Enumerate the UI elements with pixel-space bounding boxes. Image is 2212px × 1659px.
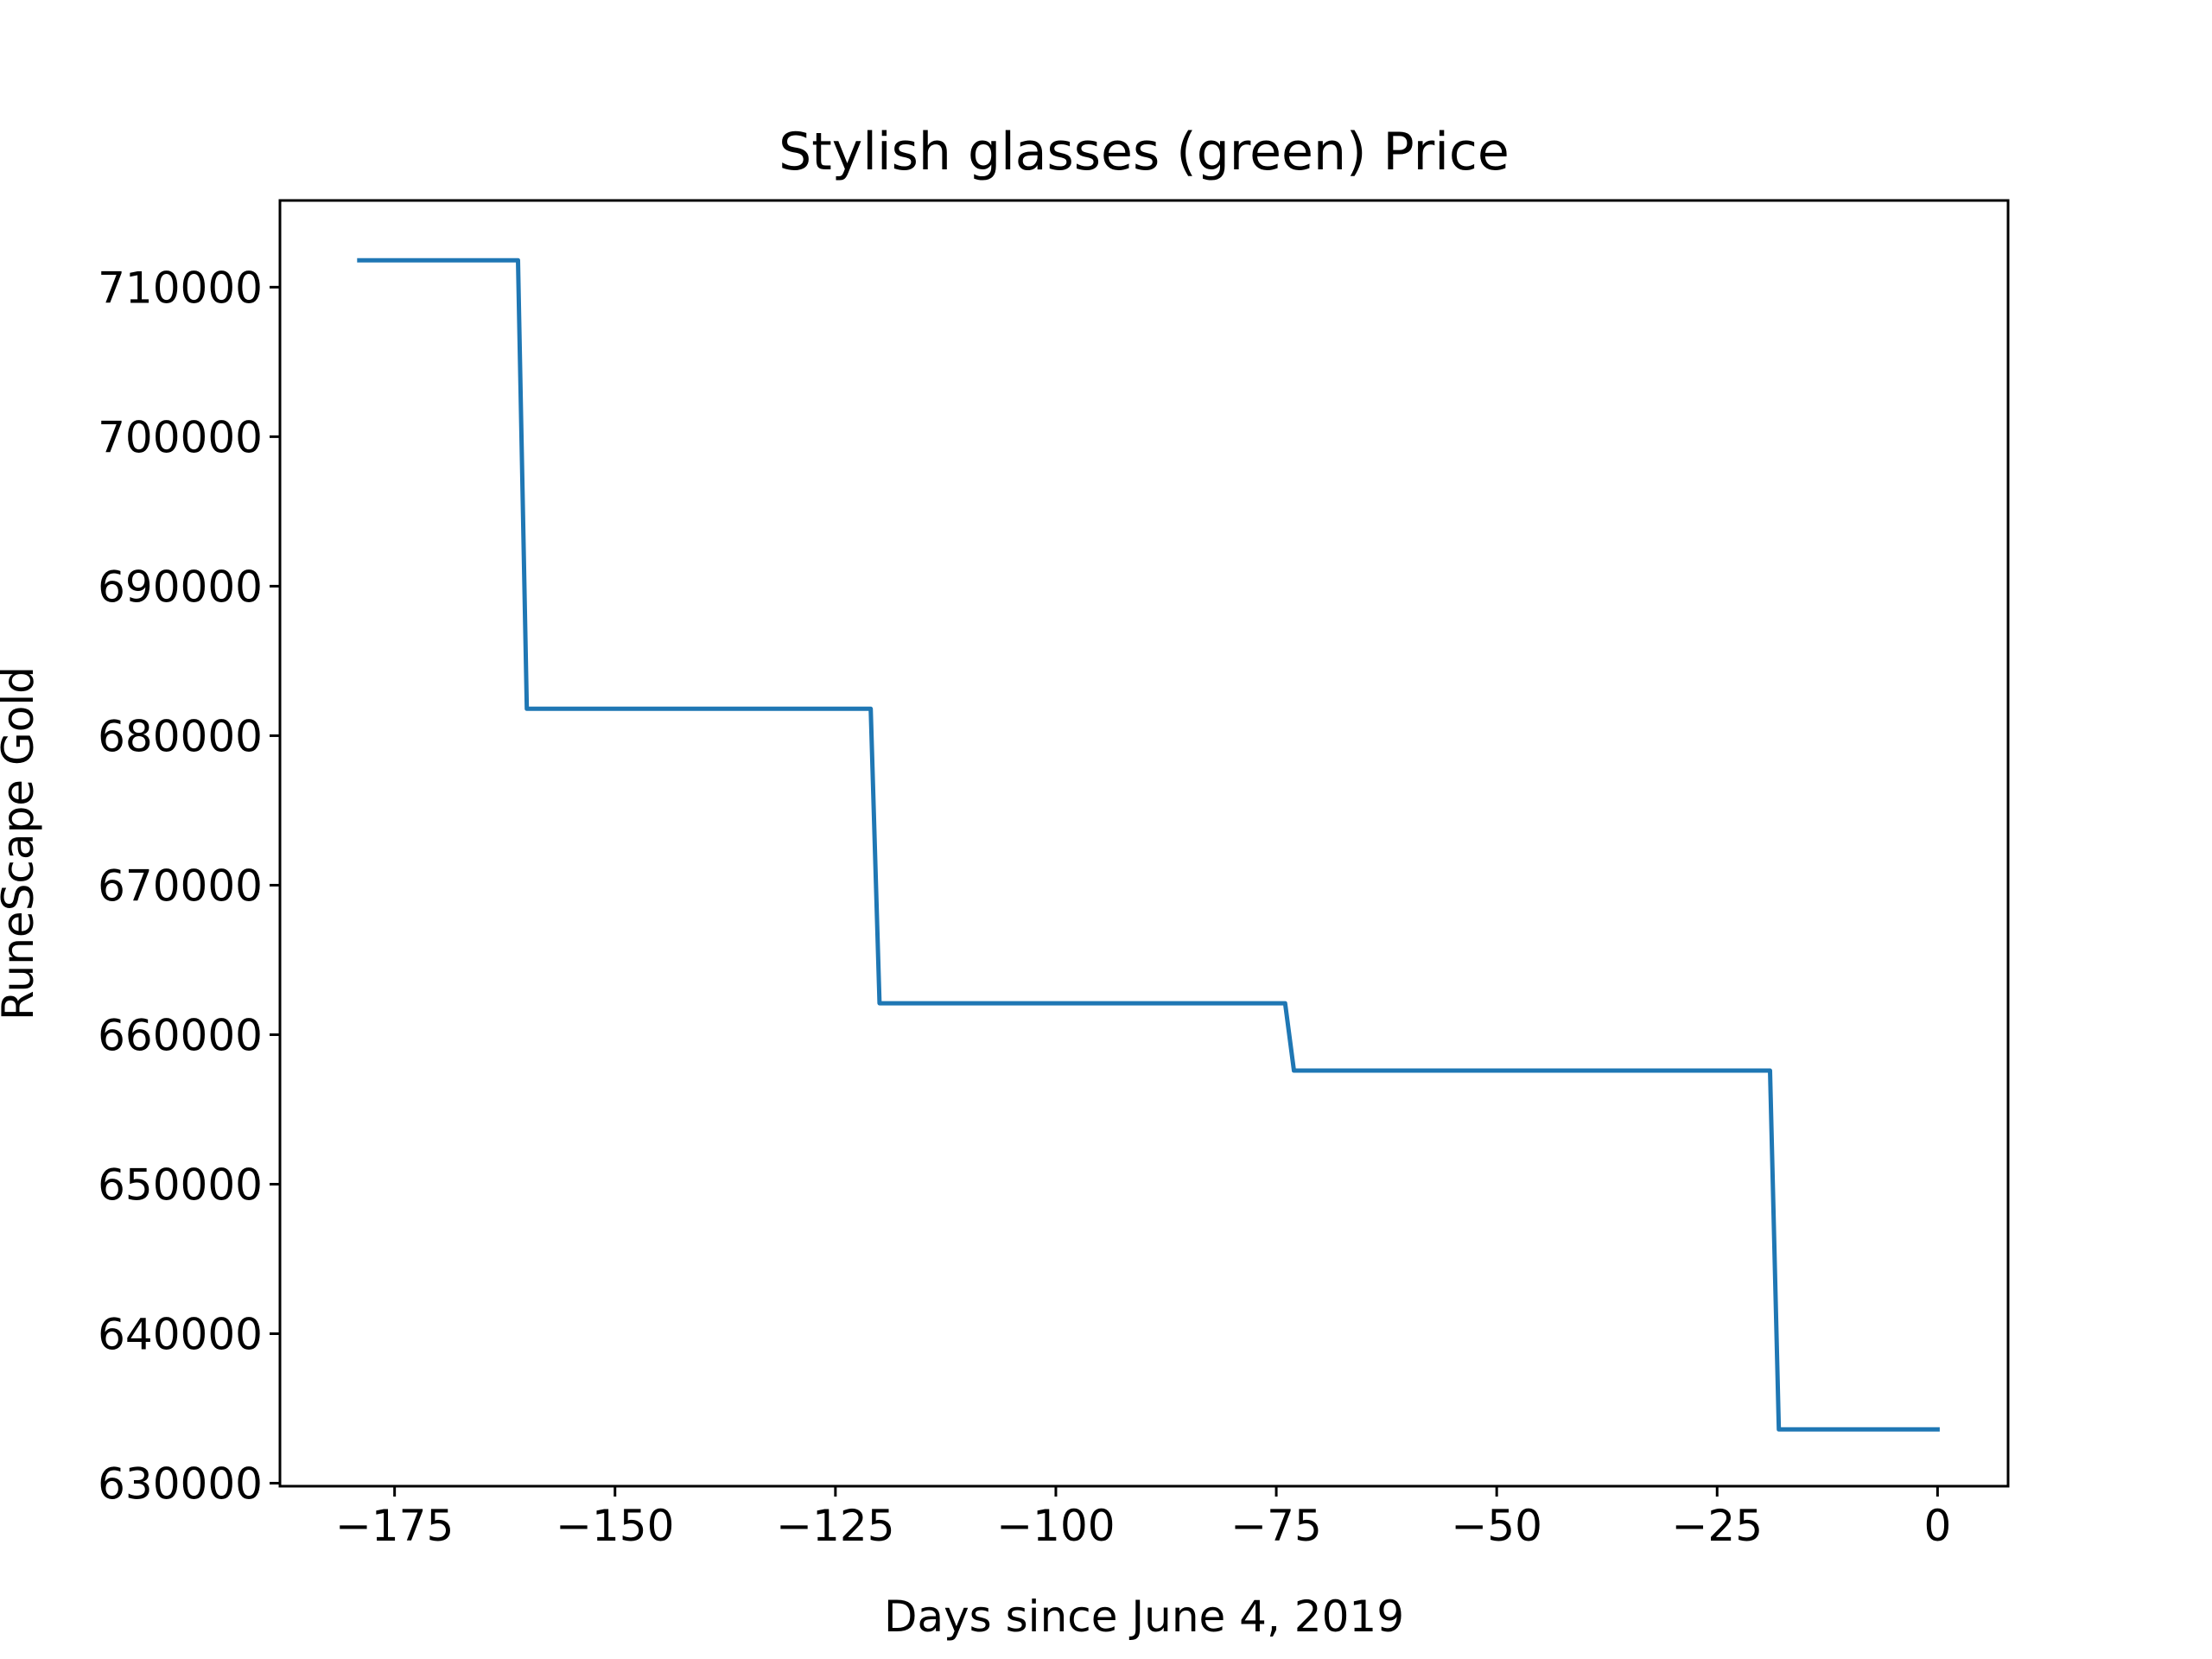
x-axis-label: Days since June 4, 2019 — [884, 1592, 1404, 1642]
x-tick-label: −75 — [1230, 1501, 1322, 1551]
x-tick-label: −50 — [1451, 1501, 1542, 1551]
plot-frame — [278, 199, 2010, 1488]
y-tick-label: 670000 — [98, 861, 263, 911]
y-tick-label: 700000 — [98, 412, 263, 462]
plot-layer — [357, 257, 1940, 1432]
y-tick-label: 690000 — [98, 562, 263, 612]
y-axis-label: RuneScape Gold — [0, 666, 43, 1020]
x-tick-label: −25 — [1671, 1501, 1763, 1551]
x-tick-label: −150 — [556, 1501, 674, 1551]
y-tick-label: 660000 — [98, 1010, 263, 1060]
y-tick-label: 710000 — [98, 263, 263, 313]
y-tick-label: 630000 — [98, 1459, 263, 1510]
price-series-line — [357, 257, 1940, 1432]
y-tick-label: 650000 — [98, 1160, 263, 1210]
x-tick-label: 0 — [1923, 1501, 1951, 1551]
y-tick-label: 640000 — [98, 1310, 263, 1360]
x-axis: −175 −150 −125 −100 −75 −50 −25 0 — [335, 1486, 1951, 1551]
chart-title: Stylish glasses (green) Price — [779, 122, 1510, 182]
x-tick-label: −100 — [996, 1501, 1115, 1551]
y-tick-label: 680000 — [98, 711, 263, 761]
y-axis: 630000 640000 650000 660000 670000 680000 6900… — [98, 263, 280, 1510]
x-tick-label: −125 — [776, 1501, 894, 1551]
x-tick-label: −175 — [335, 1501, 454, 1551]
